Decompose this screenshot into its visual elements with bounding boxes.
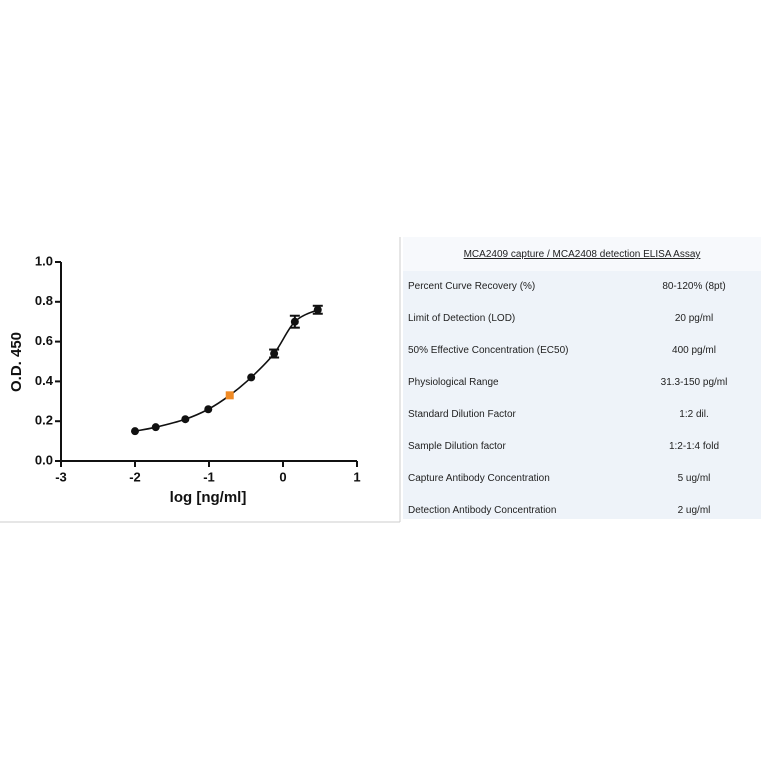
spec-table: MCA2409 capture / MCA2408 detection ELIS…: [403, 237, 761, 519]
row-value: 80-120% (8pt): [662, 281, 726, 292]
row-label: Detection Antibody Concentration: [408, 505, 557, 516]
row-label: Sample Dilution factor: [408, 441, 506, 452]
table-row: Limit of Detection (LOD) 20 pg/ml: [403, 303, 761, 335]
x-tick-label: 0: [279, 469, 286, 484]
row-value: 5 ug/ml: [677, 473, 711, 484]
point: [270, 349, 279, 358]
point: [247, 373, 256, 382]
row-label: Percent Curve Recovery (%): [408, 281, 536, 292]
table-row: Percent Curve Recovery (%) 80-120% (8pt): [403, 271, 761, 303]
x-tick-label: -2: [129, 469, 141, 484]
table-row: Physiological Range 31.3-150 pg/ml: [403, 367, 761, 399]
row-label: 50% Effective Concentration (EC50): [408, 345, 569, 356]
point: [151, 423, 160, 432]
table-row: Sample Dilution factor 1:2-1:4 fold: [403, 431, 761, 463]
x-tick-label: -3: [55, 469, 67, 484]
point: [225, 391, 234, 400]
table-title: MCA2409 capture / MCA2408 detection ELIS…: [403, 237, 761, 271]
y-tick-label: 0.0: [35, 452, 53, 467]
x-tick-label: -1: [203, 469, 215, 484]
row-value: 31.3-150 pg/ml: [660, 377, 728, 388]
point: [181, 415, 190, 424]
table-row: Capture Antibody Concentration 5 ug/ml: [403, 463, 761, 495]
row-label: Standard Dilution Factor: [408, 409, 516, 420]
y-tick-label: 0.6: [35, 333, 53, 348]
row-value: 400 pg/ml: [672, 345, 716, 356]
row-label: Limit of Detection (LOD): [408, 313, 516, 324]
point: [204, 405, 213, 414]
point: [131, 427, 139, 436]
table-row: Detection Antibody Concentration 2 ug/ml: [403, 495, 761, 527]
row-value: 20 pg/ml: [674, 313, 714, 324]
y-tick-label: 0.4: [35, 373, 54, 388]
table-row: Standard Dilution Factor 1:2 dil.: [403, 399, 761, 431]
row-label: Capture Antibody Concentration: [408, 473, 550, 484]
row-value: 2 ug/ml: [677, 505, 711, 516]
x-axis-label: log [ng/ml]: [170, 489, 247, 506]
table-row: 50% Effective Concentration (EC50) 400 pg…: [403, 335, 761, 367]
y-tick-label: 0.2: [35, 413, 53, 428]
y-axis-label: O.D. 450: [8, 332, 25, 392]
x-tick-label: 1: [353, 469, 360, 484]
y-tick-label: 1.0: [35, 253, 53, 268]
point: [313, 305, 322, 314]
row-label: Physiological Range: [408, 377, 499, 388]
point: [290, 317, 299, 326]
y-tick-label: 0.8: [35, 293, 53, 308]
row-value: 1:2-1:4 fold: [668, 441, 720, 452]
row-value: 1:2 dil.: [679, 409, 709, 420]
